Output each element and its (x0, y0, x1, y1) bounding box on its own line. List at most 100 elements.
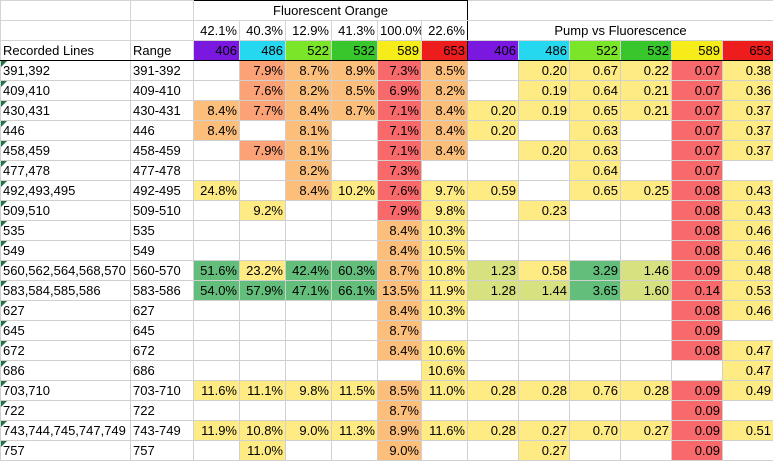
pump-ratio-cell[interactable] (467, 400, 519, 421)
fluorescence-value-cell[interactable]: 51.6% (193, 260, 240, 281)
fluorescence-value-cell[interactable] (193, 240, 240, 261)
fluorescence-value-cell[interactable] (331, 220, 378, 241)
fluorescence-value-cell[interactable] (421, 160, 468, 181)
pump-ratio-cell[interactable]: 0.47 (721, 360, 773, 381)
recorded-lines-cell[interactable]: 560,562,564,568,570 (0, 260, 131, 281)
wavelength-header-cell[interactable]: 532 (620, 40, 672, 61)
fluorescence-value-cell[interactable]: 11.3% (331, 420, 378, 441)
recorded-lines-cell[interactable]: 446 (0, 120, 131, 141)
pump-ratio-cell[interactable]: 1.23 (467, 260, 519, 281)
pump-ratio-cell[interactable] (569, 440, 621, 461)
pump-vs-fluorescence-title[interactable]: Pump vs Fluorescence (466, 20, 773, 41)
recorded-lines-cell[interactable]: 458,459 (0, 140, 131, 161)
range-cell[interactable]: 645 (130, 320, 194, 341)
fluorescence-value-cell[interactable]: 9.0% (285, 420, 332, 441)
fluorescence-value-cell[interactable] (193, 140, 240, 161)
pump-ratio-cell[interactable] (721, 400, 773, 421)
fluorescence-value-cell[interactable] (285, 240, 332, 261)
pump-ratio-cell[interactable]: 0.20 (467, 100, 519, 121)
pump-ratio-cell[interactable]: 0.28 (518, 380, 570, 401)
fluorescence-value-cell[interactable]: 13.5% (377, 280, 422, 301)
fluorescence-value-cell[interactable]: 11.0% (421, 380, 468, 401)
pump-ratio-cell[interactable]: 0.43 (721, 180, 773, 201)
recorded-lines-cell[interactable]: 722 (0, 400, 131, 421)
fluorescence-value-cell[interactable]: 6.9% (377, 80, 422, 101)
pump-ratio-cell[interactable]: 0.09 (671, 420, 723, 441)
wavelength-header-cell[interactable]: 589 (377, 40, 422, 61)
fluorescence-value-cell[interactable]: 7.9% (377, 200, 422, 221)
fluorescence-value-cell[interactable]: 11.9% (421, 280, 468, 301)
fluorescence-value-cell[interactable] (239, 240, 286, 261)
fluorescence-value-cell[interactable]: 8.5% (331, 80, 378, 101)
fluorescence-value-cell[interactable] (193, 60, 240, 81)
pump-ratio-cell[interactable]: 0.65 (569, 100, 621, 121)
fluorescence-value-cell[interactable] (239, 360, 286, 381)
pump-ratio-cell[interactable]: 0.07 (671, 80, 723, 101)
fluorescence-value-cell[interactable]: 7.9% (239, 140, 286, 161)
pump-ratio-cell[interactable] (467, 440, 519, 461)
fluorescence-value-cell[interactable]: 11.6% (421, 420, 468, 441)
pump-ratio-cell[interactable]: 0.49 (721, 380, 773, 401)
recorded-lines-cell[interactable]: 686 (0, 360, 131, 381)
fluorescence-value-cell[interactable]: 10.8% (421, 260, 468, 281)
pump-ratio-cell[interactable] (518, 400, 570, 421)
fluorescence-value-cell[interactable] (331, 240, 378, 261)
pump-ratio-cell[interactable] (620, 300, 672, 321)
fluorescence-value-cell[interactable]: 47.1% (285, 280, 332, 301)
pump-ratio-cell[interactable]: 0.19 (518, 100, 570, 121)
fluorescence-value-cell[interactable] (239, 340, 286, 361)
pump-ratio-cell[interactable] (569, 200, 621, 221)
pump-ratio-cell[interactable] (518, 220, 570, 241)
blank-cell[interactable] (0, 0, 131, 21)
fluorescence-value-cell[interactable]: 11.9% (193, 420, 240, 441)
pump-ratio-cell[interactable]: 0.38 (721, 60, 773, 81)
range-header[interactable]: Range (130, 40, 194, 61)
range-cell[interactable]: 560-570 (130, 260, 194, 281)
fluorescence-value-cell[interactable] (331, 440, 378, 461)
fluorescence-value-cell[interactable] (193, 200, 240, 221)
pump-ratio-cell[interactable]: 0.08 (671, 200, 723, 221)
pump-ratio-cell[interactable]: 0.46 (721, 220, 773, 241)
pump-ratio-cell[interactable]: 0.08 (671, 300, 723, 321)
wavelength-header-cell[interactable]: 653 (721, 40, 773, 61)
pump-ratio-cell[interactable]: 0.07 (671, 160, 723, 181)
fluorescence-value-cell[interactable] (421, 320, 468, 341)
pump-ratio-cell[interactable]: 0.21 (620, 80, 672, 101)
pump-ratio-cell[interactable] (518, 320, 570, 341)
pump-ratio-cell[interactable]: 0.22 (620, 60, 672, 81)
pump-ratio-cell[interactable] (467, 200, 519, 221)
fluorescence-value-cell[interactable] (331, 300, 378, 321)
fluorescence-value-cell[interactable] (331, 160, 378, 181)
fluorescence-value-cell[interactable]: 9.2% (239, 200, 286, 221)
fluorescence-value-cell[interactable]: 8.4% (421, 100, 468, 121)
pump-ratio-cell[interactable] (620, 440, 672, 461)
recorded-lines-cell[interactable]: 627 (0, 300, 131, 321)
pump-ratio-cell[interactable]: 3.29 (569, 260, 621, 281)
range-cell[interactable]: 757 (130, 440, 194, 461)
fluorescence-value-cell[interactable] (239, 180, 286, 201)
pump-ratio-cell[interactable]: 0.36 (721, 80, 773, 101)
recorded-lines-cell[interactable]: 672 (0, 340, 131, 361)
fluorescence-value-cell[interactable]: 11.1% (239, 380, 286, 401)
pump-ratio-cell[interactable] (671, 360, 723, 381)
recorded-lines-cell[interactable]: 409,410 (0, 80, 131, 101)
fluorescence-value-cell[interactable] (239, 300, 286, 321)
pump-ratio-cell[interactable] (467, 60, 519, 81)
fluorescence-value-cell[interactable]: 57.9% (239, 280, 286, 301)
wavelength-header-cell[interactable]: 486 (518, 40, 570, 61)
fluorescence-value-cell[interactable] (193, 340, 240, 361)
pump-ratio-cell[interactable]: 0.08 (671, 340, 723, 361)
pump-ratio-cell[interactable]: 0.07 (671, 60, 723, 81)
pump-ratio-cell[interactable]: 0.70 (569, 420, 621, 441)
range-cell[interactable]: 492-495 (130, 180, 194, 201)
wavelength-header-cell[interactable]: 589 (671, 40, 723, 61)
fluorescence-value-cell[interactable]: 11.6% (193, 380, 240, 401)
fluorescence-value-cell[interactable]: 8.7% (377, 400, 422, 421)
recorded-lines-header[interactable]: Recorded Lines (0, 40, 131, 61)
pump-ratio-cell[interactable]: 0.09 (671, 400, 723, 421)
fluorescence-value-cell[interactable]: 7.1% (377, 120, 422, 141)
recorded-lines-cell[interactable]: 391,392 (0, 60, 131, 81)
pump-ratio-cell[interactable]: 0.08 (671, 220, 723, 241)
pump-ratio-cell[interactable] (620, 200, 672, 221)
pump-ratio-cell[interactable] (620, 160, 672, 181)
